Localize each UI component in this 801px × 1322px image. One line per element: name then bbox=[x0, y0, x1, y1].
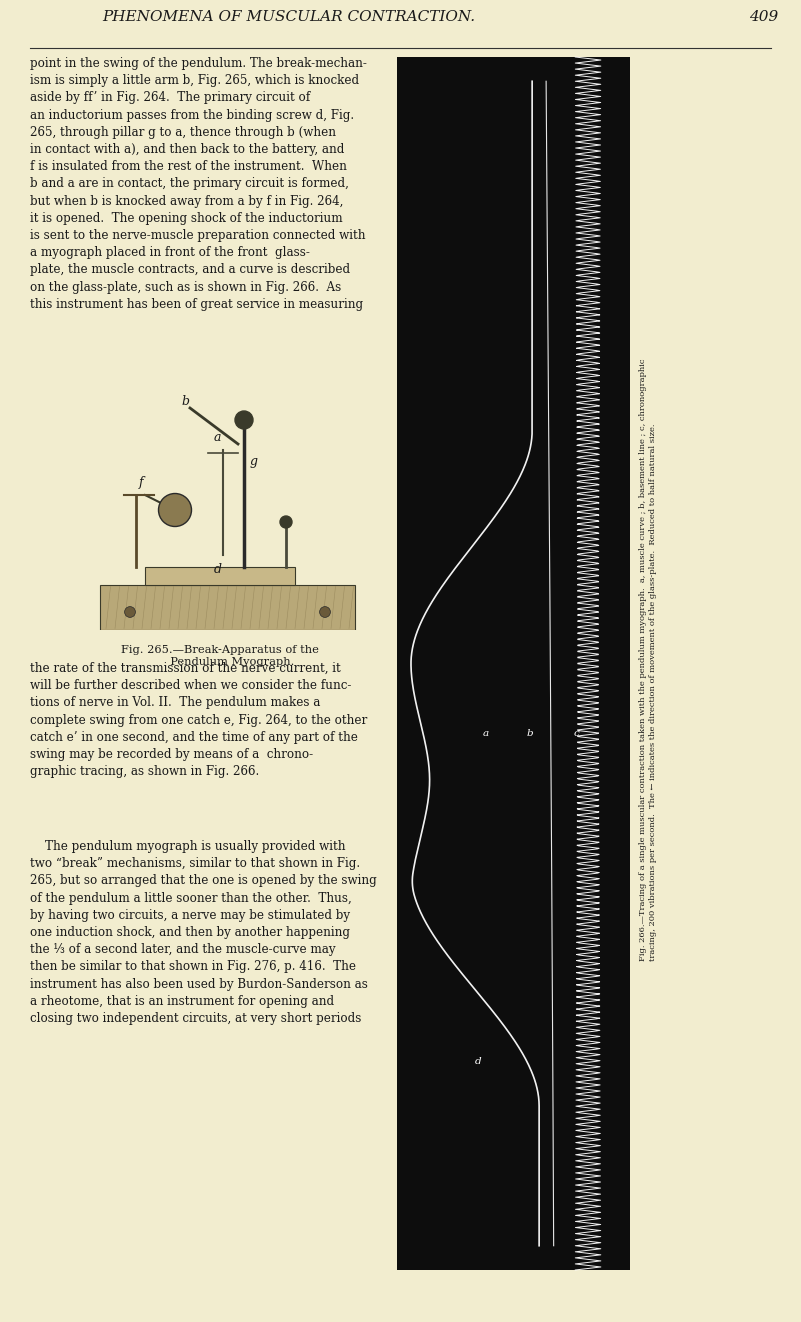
Text: d: d bbox=[214, 563, 222, 576]
Text: a: a bbox=[482, 730, 489, 738]
Text: d: d bbox=[475, 1056, 482, 1066]
Text: PHENOMENA OF MUSCULAR CONTRACTION.: PHENOMENA OF MUSCULAR CONTRACTION. bbox=[102, 11, 475, 24]
Text: the rate of the transmission of the nerve current, it
will be further described : the rate of the transmission of the nerv… bbox=[30, 662, 367, 779]
Text: b: b bbox=[181, 395, 189, 408]
Text: 409: 409 bbox=[749, 11, 779, 24]
Text: The pendulum myograph is usually provided with
two “break” mechanisms, similar t: The pendulum myograph is usually provide… bbox=[30, 839, 376, 1025]
Bar bbox=[397, 57, 630, 1270]
Circle shape bbox=[235, 411, 253, 430]
Circle shape bbox=[125, 607, 135, 617]
Bar bbox=[145, 567, 295, 586]
Text: b: b bbox=[526, 730, 533, 738]
Text: Fig. 266.—Tracing of a single muscular contraction taken with the pendulum myogr: Fig. 266.—Tracing of a single muscular c… bbox=[639, 358, 657, 961]
Text: g: g bbox=[250, 455, 258, 468]
Text: point in the swing of the pendulum. The break-mechan-
ism is simply a little arm: point in the swing of the pendulum. The … bbox=[30, 57, 367, 311]
Bar bbox=[100, 586, 355, 631]
Circle shape bbox=[320, 607, 330, 617]
Circle shape bbox=[159, 493, 191, 526]
Text: Fig. 265.—Break-Apparatus of the
       Pendulum Myograph.: Fig. 265.—Break-Apparatus of the Pendulu… bbox=[121, 645, 319, 666]
Text: a: a bbox=[214, 431, 222, 444]
Text: f: f bbox=[139, 476, 143, 489]
Circle shape bbox=[280, 516, 292, 527]
Text: c: c bbox=[574, 730, 579, 738]
